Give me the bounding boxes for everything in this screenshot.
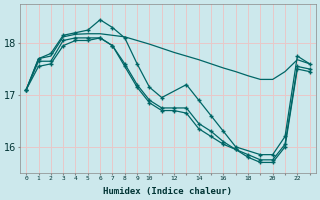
X-axis label: Humidex (Indice chaleur): Humidex (Indice chaleur) bbox=[103, 187, 232, 196]
